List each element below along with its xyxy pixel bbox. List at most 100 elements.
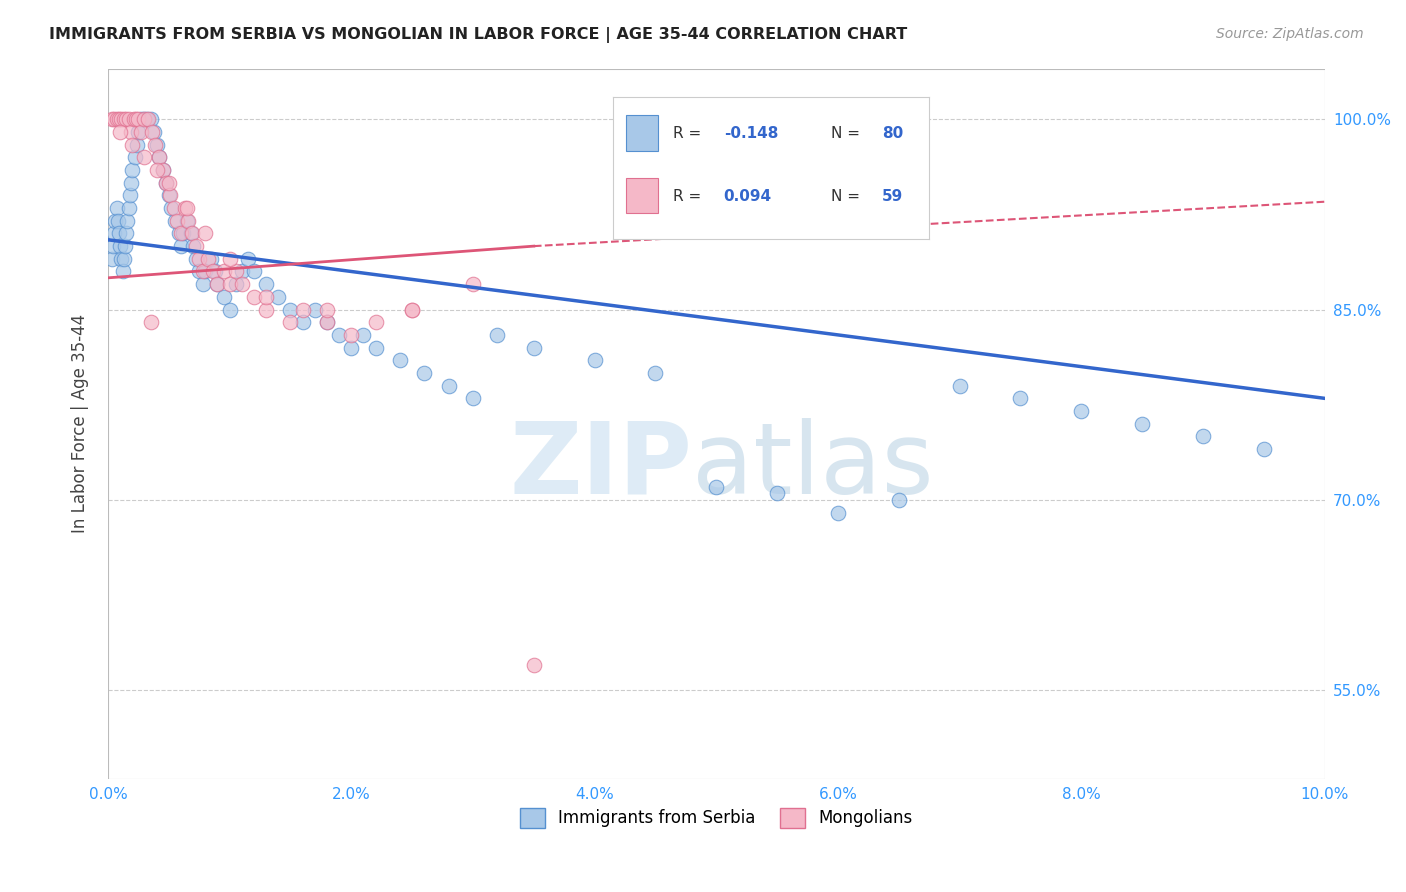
- Point: [176, 201, 198, 215]
- Point: [316, 302, 339, 317]
- Point: [125, 112, 148, 127]
- Point: [103, 112, 125, 127]
- Point: [291, 302, 314, 317]
- Point: [134, 150, 156, 164]
- Point: [523, 657, 546, 672]
- Point: [364, 315, 387, 329]
- Point: [197, 252, 219, 266]
- Point: [704, 480, 727, 494]
- Point: [139, 112, 162, 127]
- Point: [118, 201, 141, 215]
- Point: [207, 277, 229, 292]
- Text: ZIP: ZIP: [509, 417, 692, 515]
- Point: [401, 302, 423, 317]
- Point: [136, 112, 159, 127]
- Point: [413, 366, 436, 380]
- Point: [388, 353, 411, 368]
- Point: [231, 277, 253, 292]
- Point: [120, 125, 142, 139]
- Point: [124, 150, 146, 164]
- Point: [134, 112, 156, 127]
- Point: [218, 252, 240, 266]
- Point: [163, 213, 186, 227]
- Point: [243, 290, 266, 304]
- Point: [157, 176, 180, 190]
- Point: [103, 227, 125, 241]
- Point: [100, 112, 122, 127]
- Point: [194, 264, 217, 278]
- Point: [152, 163, 174, 178]
- Point: [139, 315, 162, 329]
- Point: [118, 112, 141, 127]
- Point: [328, 327, 350, 342]
- Point: [340, 341, 363, 355]
- Point: [887, 492, 910, 507]
- Point: [180, 227, 202, 241]
- Point: [364, 341, 387, 355]
- Point: [108, 239, 131, 253]
- Point: [108, 112, 131, 127]
- Point: [644, 366, 666, 380]
- Point: [188, 252, 211, 266]
- Point: [110, 252, 132, 266]
- Point: [121, 163, 143, 178]
- Point: [107, 213, 129, 227]
- Point: [127, 112, 149, 127]
- Point: [204, 264, 226, 278]
- Point: [218, 277, 240, 292]
- Point: [112, 252, 135, 266]
- Point: [401, 302, 423, 317]
- Point: [163, 201, 186, 215]
- Point: [173, 201, 195, 215]
- Point: [207, 277, 229, 292]
- Point: [236, 252, 259, 266]
- Point: [280, 302, 302, 317]
- Point: [105, 201, 128, 215]
- Point: [159, 188, 181, 202]
- Point: [134, 112, 156, 127]
- Point: [184, 239, 207, 253]
- Legend: Immigrants from Serbia, Mongolians: Immigrants from Serbia, Mongolians: [513, 801, 920, 835]
- Point: [254, 277, 277, 292]
- Point: [340, 327, 363, 342]
- Point: [129, 112, 152, 127]
- Point: [583, 353, 606, 368]
- Point: [129, 125, 152, 139]
- Point: [243, 264, 266, 278]
- Point: [108, 125, 131, 139]
- Text: IMMIGRANTS FROM SERBIA VS MONGOLIAN IN LABOR FORCE | AGE 35-44 CORRELATION CHART: IMMIGRANTS FROM SERBIA VS MONGOLIAN IN L…: [49, 27, 907, 43]
- Text: Source: ZipAtlas.com: Source: ZipAtlas.com: [1216, 27, 1364, 41]
- Point: [127, 137, 149, 152]
- Point: [152, 163, 174, 178]
- Point: [141, 125, 163, 139]
- Point: [121, 137, 143, 152]
- Point: [353, 327, 375, 342]
- Point: [766, 486, 789, 500]
- Point: [1130, 417, 1153, 431]
- Point: [201, 264, 224, 278]
- Point: [170, 239, 193, 253]
- Point: [118, 188, 141, 202]
- Point: [170, 227, 193, 241]
- Point: [145, 137, 167, 152]
- Point: [114, 239, 136, 253]
- Point: [461, 392, 484, 406]
- Point: [291, 315, 314, 329]
- Point: [316, 315, 339, 329]
- Point: [176, 213, 198, 227]
- Point: [181, 227, 204, 241]
- Point: [200, 252, 222, 266]
- Point: [120, 176, 142, 190]
- Point: [949, 378, 972, 392]
- Point: [191, 277, 214, 292]
- Point: [486, 327, 509, 342]
- Point: [108, 227, 131, 241]
- Point: [304, 302, 326, 317]
- Point: [1010, 392, 1032, 406]
- Point: [112, 112, 135, 127]
- Point: [280, 315, 302, 329]
- Point: [155, 176, 177, 190]
- Point: [254, 290, 277, 304]
- Point: [100, 252, 122, 266]
- Point: [160, 201, 183, 215]
